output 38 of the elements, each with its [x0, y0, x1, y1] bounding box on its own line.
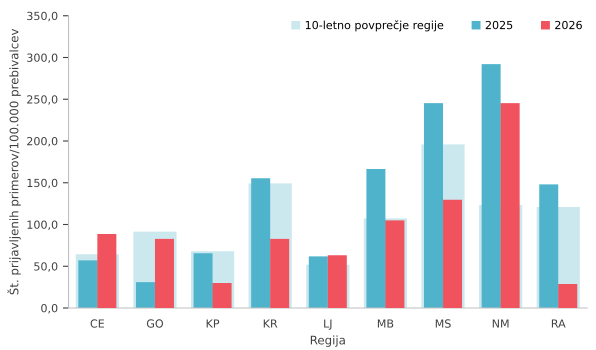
y-tick-label: 350,0 — [27, 12, 58, 22]
x-tick-label: LJ — [324, 319, 332, 330]
bar — [558, 284, 578, 308]
x-tick-label: RA — [552, 319, 566, 328]
x-tick-label: NM — [492, 319, 509, 328]
bar — [270, 238, 290, 308]
legend-label: 2026 — [555, 20, 582, 30]
x-tick-label: MS — [436, 319, 451, 328]
bar — [308, 256, 328, 308]
bar — [154, 238, 174, 308]
bar — [251, 178, 270, 308]
bar — [539, 184, 558, 308]
bar — [97, 234, 116, 308]
x-tick-label: KP — [206, 319, 220, 328]
y-tick-label: 250,0 — [27, 95, 58, 105]
bar — [328, 255, 347, 308]
bar — [136, 282, 155, 308]
bar — [194, 253, 213, 308]
x-axis-title: Regija — [310, 335, 345, 347]
bar — [78, 260, 98, 308]
legend-label: 2025 — [486, 20, 512, 30]
x-tick-label: MB — [378, 319, 394, 328]
bar — [385, 220, 404, 308]
y-axis-title: Št. prijavljenih primerov/100.000 prebivalcev — [7, 28, 21, 294]
y-tick-label: 200,0 — [27, 136, 58, 147]
bar — [443, 200, 462, 308]
x-tick-label: GO — [146, 319, 164, 328]
bar — [366, 168, 386, 308]
y-tick-label: 100,0 — [28, 220, 58, 230]
y-tick-label: 0,0 — [41, 304, 58, 314]
bar — [424, 103, 444, 308]
legend-label: 10-letno povprečje regije — [306, 20, 444, 32]
y-tick-label: 50,0 — [34, 262, 58, 272]
x-tick-label: CE — [90, 319, 104, 328]
x-tick-label: KR — [264, 319, 278, 328]
y-tick-label: 300,0 — [27, 53, 58, 64]
bar — [212, 283, 232, 308]
y-tick-label: 150,0 — [28, 178, 58, 188]
